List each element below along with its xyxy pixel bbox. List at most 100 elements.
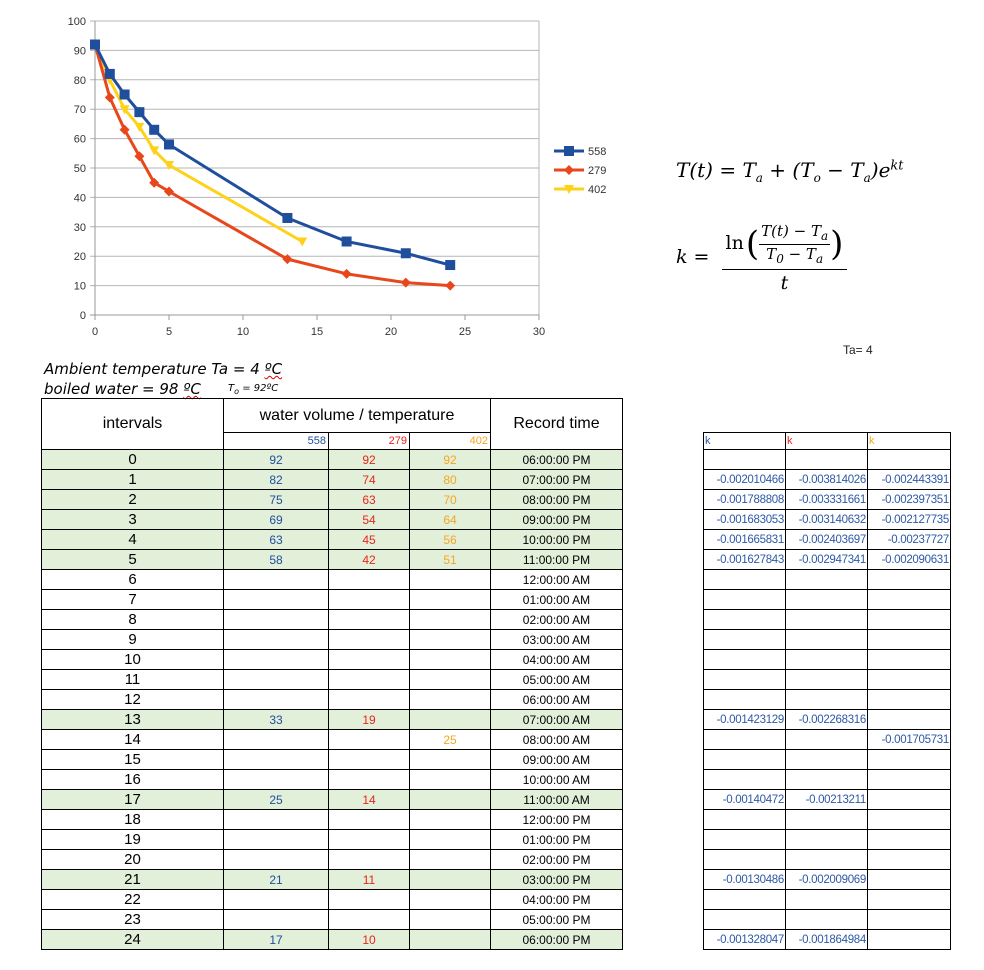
k-value-cell: -0.002947341 xyxy=(785,549,868,570)
table-row: 19 01:00:00 PM xyxy=(41,829,623,850)
record-time-cell: 03:00:00 AM xyxy=(490,629,623,650)
table-row: 17 25 14 11:00:00 AM xyxy=(41,789,623,810)
interval-cell: 14 xyxy=(41,729,224,750)
record-time-cell: 05:00:00 AM xyxy=(490,669,623,690)
k-value-cell xyxy=(867,849,951,870)
data-point-triangle xyxy=(149,146,160,156)
k-row: -0.00140472 -0.00213211 xyxy=(703,789,951,810)
k-value-cell xyxy=(867,649,951,670)
temp-279-cell xyxy=(328,809,410,830)
k-row xyxy=(703,449,951,470)
boiled-water-note: boiled water = 98 ºC xyxy=(44,380,201,398)
k-value-cell: -0.00237727 xyxy=(867,529,951,550)
k-value-cell xyxy=(867,629,951,650)
k-value-cell xyxy=(703,909,786,930)
y-tick-label: 80 xyxy=(74,75,86,87)
temp-279-cell xyxy=(328,649,410,670)
data-point-square xyxy=(104,68,115,79)
temp-402-cell xyxy=(409,849,491,870)
k-value-cell: -0.001864984 xyxy=(785,929,868,950)
data-point-square xyxy=(445,260,456,271)
k-value-cell xyxy=(785,689,868,710)
interval-cell: 3 xyxy=(41,509,224,530)
k-value-cell xyxy=(867,569,951,590)
k-formula: k = ln(T(t) − Ta T0 − Ta) t xyxy=(676,222,848,294)
y-tick-label: 50 xyxy=(74,163,86,175)
table-row: 18 12:00:00 PM xyxy=(41,809,623,830)
legend-item-279: 279 xyxy=(554,165,606,177)
k-value-cell xyxy=(703,829,786,850)
cooling-line-chart: 0 10 20 30 40 50 60 70 80 90 100 0 5 10 15 20 25 30 558 2… xyxy=(68,16,607,338)
k-value-cell xyxy=(785,449,868,470)
record-time-cell: 02:00:00 AM xyxy=(490,609,623,630)
k-value-cell: -0.00140472 xyxy=(703,789,786,810)
table-row: 9 03:00:00 AM xyxy=(41,629,623,650)
k-value-cell xyxy=(867,709,951,730)
record-time-cell: 01:00:00 PM xyxy=(490,829,623,850)
k-value-cell xyxy=(867,449,951,470)
x-axis-ticks: 0 5 10 15 20 25 30 xyxy=(92,326,545,338)
k-row xyxy=(703,809,951,830)
k-row: -0.00130486 -0.002009069 xyxy=(703,869,951,890)
x-tick-label: 30 xyxy=(533,326,545,338)
interval-cell: 2 xyxy=(41,489,224,510)
temp-279-cell: 74 xyxy=(328,469,410,490)
record-time-cell: 12:00:00 AM xyxy=(490,569,623,590)
y-tick-label: 20 xyxy=(74,251,86,263)
temp-558-cell: 75 xyxy=(223,489,329,510)
data-point-triangle xyxy=(164,161,174,171)
k-row: -0.001423129 -0.002268316 xyxy=(703,709,951,730)
table-row: 0 92 92 92 06:00:00 PM xyxy=(41,449,623,470)
table-row: 23 05:00:00 PM xyxy=(41,909,623,930)
k-row xyxy=(703,749,951,770)
k-row: -0.002010466 -0.003814026 -0.002443391 xyxy=(703,469,951,490)
data-point-square xyxy=(564,146,574,156)
volume-header: water volume / temperature xyxy=(223,398,491,433)
temp-558-cell xyxy=(223,769,329,790)
interval-cell: 23 xyxy=(41,909,224,930)
temperature-table: intervals water volume / temperature Rec… xyxy=(41,398,623,950)
temp-402-cell xyxy=(409,869,491,890)
record-time-cell: 02:00:00 PM xyxy=(490,849,623,870)
table-row: 7 01:00:00 AM xyxy=(41,589,623,610)
k-value-cell xyxy=(867,869,951,890)
interval-cell: 16 xyxy=(41,769,224,790)
k-row xyxy=(703,649,951,670)
temp-558-cell xyxy=(223,889,329,910)
k-row xyxy=(703,609,951,630)
table-row: 22 04:00:00 PM xyxy=(41,889,623,910)
k-row: -0.001705731 xyxy=(703,729,951,750)
k-value-cell xyxy=(785,909,868,930)
table-row: 3 69 54 64 09:00:00 PM xyxy=(41,509,623,530)
temp-558-cell: 58 xyxy=(223,549,329,570)
k-value-cell xyxy=(785,629,868,650)
temp-402-cell: 70 xyxy=(409,489,491,510)
interval-cell: 0 xyxy=(41,449,224,470)
temp-402-cell: 80 xyxy=(409,469,491,490)
k-row xyxy=(703,669,951,690)
temp-279-cell xyxy=(328,669,410,690)
interval-cell: 17 xyxy=(41,789,224,810)
k-value-cell: -0.002010466 xyxy=(703,469,786,490)
intervals-header: intervals xyxy=(41,398,224,450)
series-line-402 xyxy=(93,43,303,243)
interval-cell: 12 xyxy=(41,689,224,710)
k-value-cell xyxy=(785,609,868,630)
record-time-cell: 11:00:00 PM xyxy=(490,549,623,570)
k-value-cell xyxy=(785,749,868,770)
temp-558-cell xyxy=(223,849,329,870)
table-row: 24 17 10 06:00:00 PM xyxy=(41,929,623,950)
data-point-square xyxy=(282,212,293,223)
record-time-cell: 05:00:00 PM xyxy=(490,909,623,930)
table-row: 2 75 63 70 08:00:00 PM xyxy=(41,489,623,510)
record-time-cell: 07:00:00 AM xyxy=(490,709,623,730)
temp-402-cell xyxy=(409,629,491,650)
k-value-cell xyxy=(703,889,786,910)
k-value-cell xyxy=(703,769,786,790)
k-header: k xyxy=(703,432,786,450)
k-value-cell: -0.001665831 xyxy=(703,529,786,550)
k-value-cell xyxy=(867,809,951,830)
chart-gridlines xyxy=(90,20,540,320)
k-value-cell: -0.001627843 xyxy=(703,549,786,570)
k-value-cell xyxy=(785,569,868,590)
